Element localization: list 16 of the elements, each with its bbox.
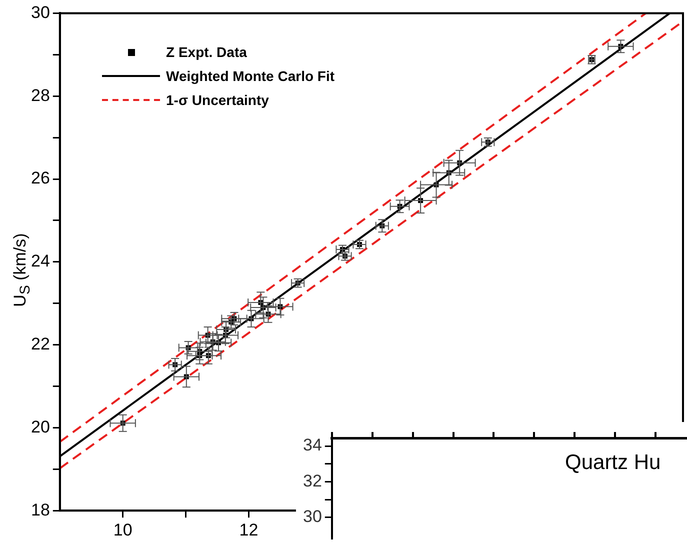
legend-label: Weighted Monte Carlo Fit — [166, 67, 335, 86]
legend-label: Z Expt. Data — [166, 43, 247, 62]
y-tick-label: 26 — [30, 168, 50, 188]
y-tick-label: 28 — [30, 86, 50, 105]
y-tick-label: 30 — [302, 507, 322, 526]
y-tick-label: 18 — [30, 500, 50, 520]
annotation: Quartz Hu — [565, 451, 661, 475]
y-tick-label: 32 — [302, 471, 322, 490]
y-tick-label: 24 — [30, 252, 50, 271]
y-tick-label: 30 — [30, 2, 50, 22]
y-tick-label: 22 — [30, 334, 50, 354]
y-tick-label: 20 — [30, 417, 50, 436]
x-tick-label: 10 — [113, 520, 132, 540]
x-tick-label: 12 — [239, 520, 258, 540]
legend-label: 1-σ Uncertainty — [166, 91, 269, 110]
y-tick-label: 34 — [302, 436, 322, 455]
